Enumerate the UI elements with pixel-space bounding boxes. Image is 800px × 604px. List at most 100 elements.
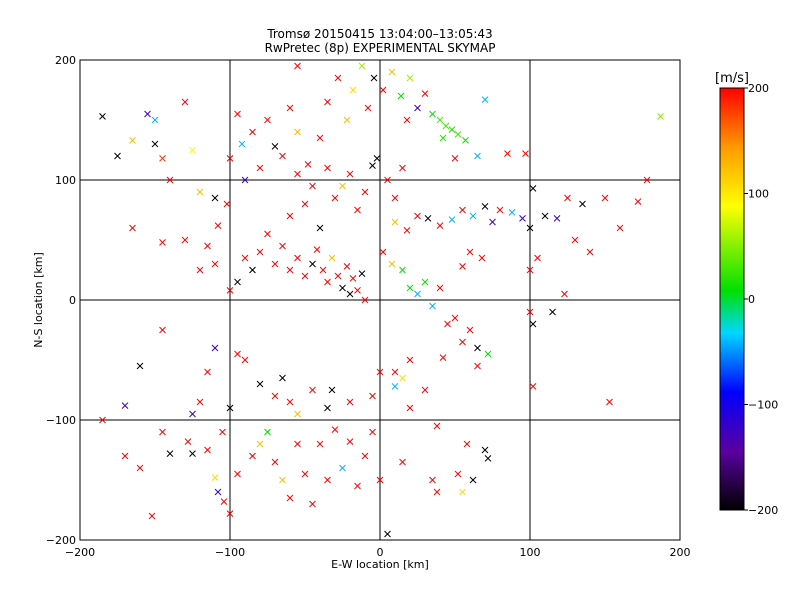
data-point xyxy=(391,368,399,376)
data-point xyxy=(204,242,211,250)
data-point xyxy=(114,152,121,160)
data-point xyxy=(129,224,136,232)
data-point xyxy=(579,200,586,208)
data-point xyxy=(264,116,271,124)
data-point xyxy=(309,182,316,190)
data-point xyxy=(466,248,474,256)
y-tick-label: 100 xyxy=(55,174,76,187)
data-point xyxy=(369,162,376,169)
data-point xyxy=(508,209,516,216)
data-point xyxy=(346,170,354,178)
data-point xyxy=(376,368,384,376)
data-point xyxy=(151,140,159,148)
x-axis-label: E-W location [km] xyxy=(331,558,429,571)
data-point xyxy=(442,122,450,130)
data-point xyxy=(399,458,406,466)
data-point xyxy=(324,164,331,172)
data-point xyxy=(234,278,241,286)
data-point xyxy=(474,152,481,160)
data-point xyxy=(309,500,316,508)
data-point xyxy=(384,176,391,184)
data-point xyxy=(406,74,414,82)
data-point xyxy=(634,198,642,205)
data-point xyxy=(196,266,204,274)
data-point xyxy=(346,438,354,445)
colorbar-unit-label: [m/s] xyxy=(715,71,749,86)
data-point xyxy=(151,116,159,124)
data-point xyxy=(361,296,369,304)
data-point xyxy=(136,362,144,370)
data-point xyxy=(519,215,526,222)
data-point xyxy=(331,194,339,202)
data-point xyxy=(459,488,466,496)
data-point xyxy=(214,222,222,229)
data-point xyxy=(331,426,339,433)
data-point xyxy=(328,254,336,262)
data-point xyxy=(529,185,537,192)
data-point xyxy=(346,398,354,406)
data-point xyxy=(459,206,466,214)
data-point xyxy=(414,104,421,112)
data-point xyxy=(279,242,286,250)
data-point xyxy=(388,68,396,76)
data-point xyxy=(309,260,316,268)
data-point xyxy=(406,404,414,412)
data-point xyxy=(136,464,144,472)
colorbar-tick-labels: −200 −100 0 100 200 xyxy=(744,82,778,517)
y-tick-label: 200 xyxy=(55,54,76,67)
data-point xyxy=(406,284,414,292)
data-point xyxy=(379,248,387,256)
chart-subtitle: RwPretec (8p) EXPERIMENTAL SKYMAP xyxy=(265,41,496,55)
data-point xyxy=(256,440,264,448)
data-point xyxy=(484,455,492,462)
data-point xyxy=(294,254,301,262)
data-point xyxy=(294,440,301,448)
x-tick-label: −100 xyxy=(215,546,245,559)
data-point xyxy=(439,354,447,361)
y-tick-labels: −200 −100 0 100 200 xyxy=(46,54,76,547)
data-point xyxy=(474,362,481,370)
data-point xyxy=(271,392,279,400)
colorbar-tick-label: −200 xyxy=(748,504,778,517)
data-point xyxy=(238,140,246,148)
data-point xyxy=(586,248,594,256)
data-point xyxy=(181,236,189,244)
data-point xyxy=(399,164,406,172)
data-point xyxy=(319,266,327,274)
data-point xyxy=(429,302,436,310)
data-point xyxy=(226,404,234,412)
data-point xyxy=(334,74,342,82)
data-point xyxy=(279,152,286,160)
data-point xyxy=(121,402,129,409)
data-point xyxy=(339,284,346,292)
data-point xyxy=(349,86,357,94)
data-point xyxy=(469,476,477,484)
data-point xyxy=(571,236,579,244)
data-point xyxy=(439,134,447,142)
data-point xyxy=(279,476,286,484)
colorbar-tick-label: −100 xyxy=(748,399,778,412)
x-tick-labels: −200 −100 0 100 200 xyxy=(65,546,691,559)
data-point xyxy=(451,155,459,162)
data-point xyxy=(226,510,234,517)
data-point xyxy=(361,452,369,460)
data-point xyxy=(358,62,366,70)
data-point xyxy=(444,320,451,328)
data-point xyxy=(454,470,462,478)
data-point xyxy=(421,386,429,394)
x-tick-label: −200 xyxy=(65,546,95,559)
data-point xyxy=(459,263,466,270)
data-point xyxy=(234,350,241,358)
data-point xyxy=(414,290,421,298)
data-point xyxy=(399,266,406,274)
data-point xyxy=(294,62,301,70)
data-point xyxy=(361,188,369,196)
data-point xyxy=(481,96,489,103)
x-tick-label: 100 xyxy=(520,546,541,559)
colorbar-tick-label: 0 xyxy=(748,293,755,306)
data-point xyxy=(549,308,556,316)
data-point xyxy=(616,224,624,232)
y-tick-label: −100 xyxy=(46,414,76,427)
data-point xyxy=(316,134,324,142)
data-point xyxy=(424,215,432,222)
